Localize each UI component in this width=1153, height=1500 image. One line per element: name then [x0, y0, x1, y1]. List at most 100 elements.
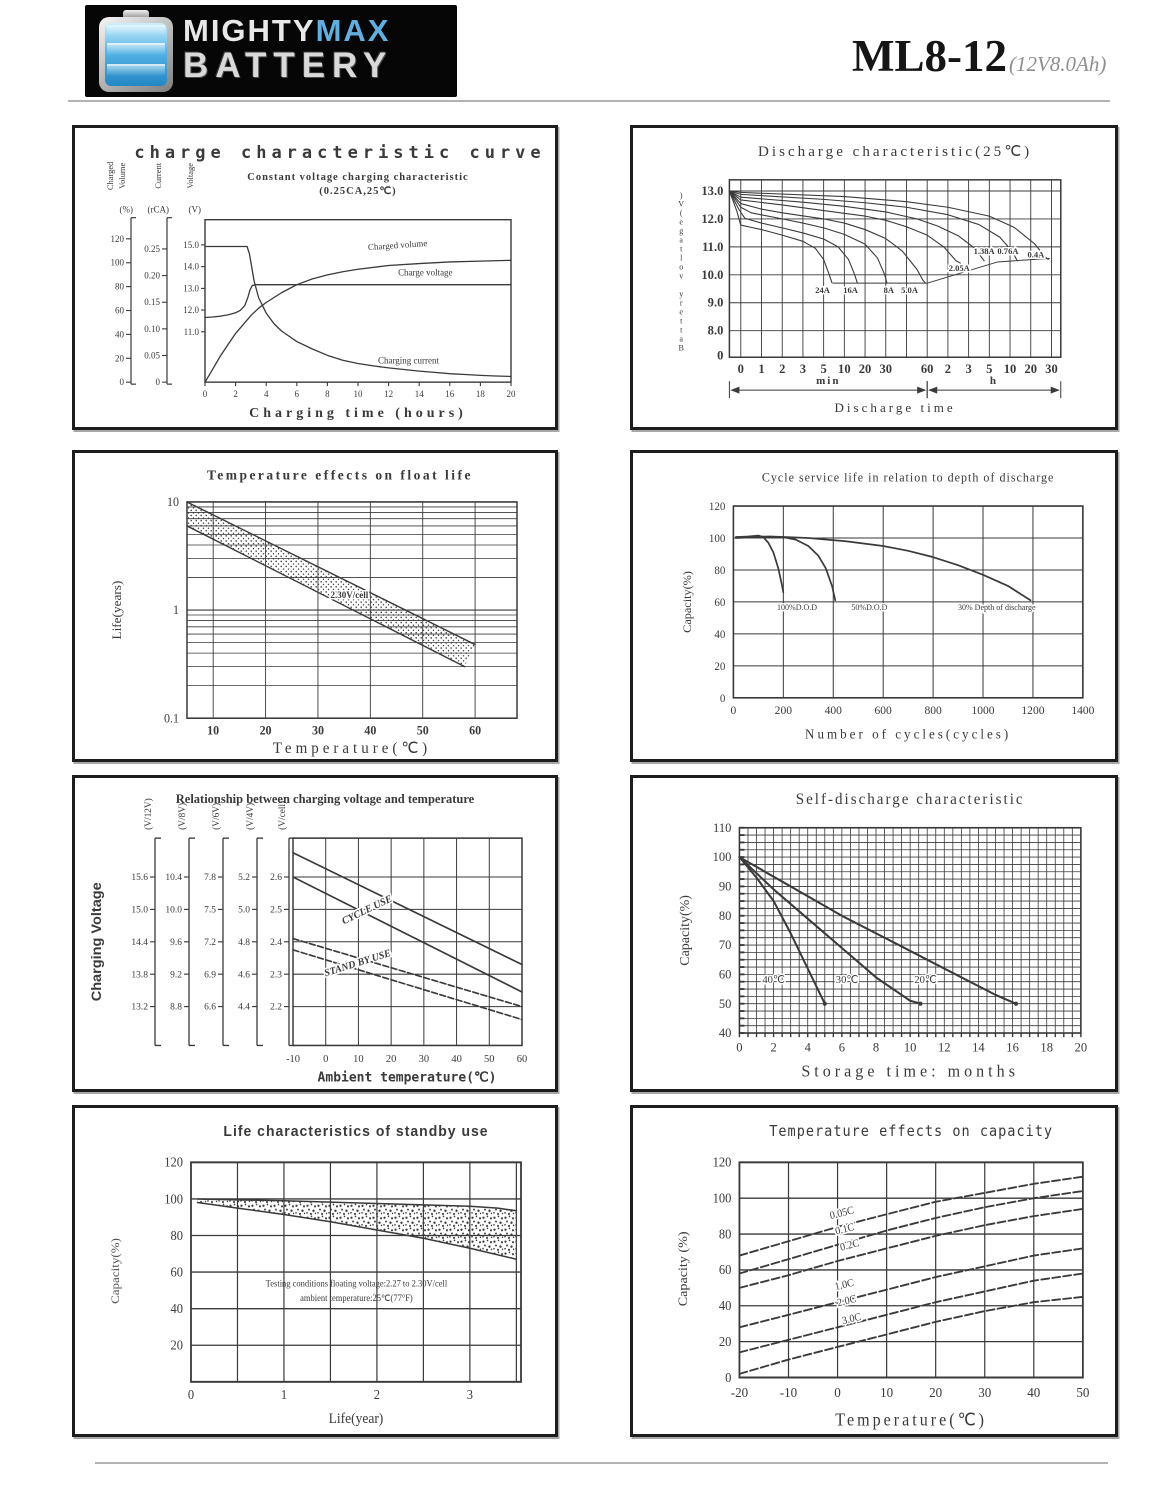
- series-8a: [728, 190, 888, 284]
- span-label: h: [990, 375, 998, 387]
- arrowhead-right: [1050, 386, 1060, 394]
- axis-tick-label: 13.0: [183, 283, 199, 293]
- series-30℃: [738, 856, 922, 1005]
- x-tick-label: 30: [879, 362, 892, 376]
- series-1.38a: [728, 190, 985, 262]
- plot-frame: [738, 1161, 1084, 1379]
- y-axis-label-char: y: [679, 289, 683, 298]
- y-axis-label-char: e: [679, 218, 683, 227]
- series-5.0a: [728, 190, 926, 284]
- series-charging-current: [204, 245, 512, 378]
- series-dod: [735, 535, 1032, 602]
- arrowhead-right: [917, 386, 927, 394]
- band-label: CYCLE USE: [340, 893, 394, 927]
- series-3.0C: [738, 1295, 1084, 1375]
- chart-box-charge-characteristic: charge characteristic curve Constant volt…: [72, 125, 558, 430]
- curve-label: 50%D.O.D: [851, 603, 887, 612]
- x-tick-label: 60: [469, 723, 481, 737]
- x-tick-label: -10: [286, 1053, 300, 1065]
- scale-tick-label: 13.8: [131, 969, 148, 980]
- axis-title: Volume: [117, 163, 127, 189]
- scale-tick-label: 6.6: [204, 1002, 216, 1013]
- chart-title: Self-discharge characteristic: [796, 791, 1025, 808]
- battery-segment: [107, 25, 165, 46]
- scale-tick-label: 2.5: [270, 904, 282, 915]
- band-lower-line: [186, 525, 466, 668]
- x-tick-label: 2: [945, 362, 951, 376]
- curve-label: 16A: [843, 285, 859, 295]
- float-life-band: [187, 501, 476, 667]
- x-tick-label: 4: [805, 1041, 812, 1055]
- standby-life-chart-svg: Life characteristics of standby use Testi…: [108, 1124, 522, 1428]
- series-16a: [728, 190, 858, 284]
- scale-tick-label: 15.0: [131, 904, 148, 915]
- curve-label: Charged volume: [368, 238, 428, 252]
- y-tick-label: 70: [719, 938, 732, 952]
- x-tick-label: 0: [736, 1041, 742, 1055]
- x-tick-label: 600: [875, 704, 892, 717]
- brand-word-max: MAX: [315, 13, 391, 48]
- x-tick-label: 2: [374, 1387, 380, 1403]
- x-tick-label: 1: [758, 362, 764, 376]
- battery-segment: [107, 65, 165, 84]
- curve-label: 0.05C: [829, 1205, 855, 1222]
- y-tick-label: 60: [171, 1264, 184, 1280]
- chart-subtitle: (0.25CA,25℃): [319, 186, 396, 197]
- scale-tick-label: 5.0: [238, 904, 250, 915]
- scale-tick-label: 13.2: [131, 1002, 148, 1013]
- y-tick-label: 20: [171, 1337, 184, 1353]
- x-tick-label: 10: [880, 1385, 893, 1401]
- x-tick-label: 10: [904, 1041, 917, 1055]
- x-tick-label: 3: [965, 362, 971, 376]
- scale-tick-label: 2.6: [270, 872, 282, 883]
- scale-tick-label: 15.6: [131, 872, 148, 883]
- y-tick-label: 0.1: [164, 711, 179, 725]
- x-axis-label: Temperature(℃): [273, 740, 431, 757]
- axis-tick-label: 0.25: [144, 244, 160, 254]
- x-tick-label: 30: [419, 1053, 429, 1065]
- y-axis-label: Capacity(%): [108, 1238, 121, 1304]
- span-label: min: [816, 375, 840, 387]
- model-number: ML8-12: [852, 31, 1007, 81]
- series-0.4a: [728, 190, 1049, 261]
- brand-logo: MIGHTYMAX BATTERY: [85, 5, 457, 97]
- y-axis-label: Capacity(%): [680, 571, 694, 633]
- y-tick-label: 60: [714, 597, 725, 609]
- axis-tick-label: 40: [115, 329, 125, 339]
- scale-header: (V/cell): [277, 801, 287, 830]
- cycle-service-life-chart-svg: Cycle service life in relation to depth …: [680, 470, 1094, 742]
- y-tick-label: 8.0: [708, 324, 724, 338]
- y-tick-label: 0: [717, 348, 723, 362]
- series-24a: [728, 190, 833, 284]
- scale-tick-label: 5.2: [238, 872, 250, 883]
- y-tick-label: 13.0: [701, 184, 723, 198]
- series-dod: [735, 534, 785, 594]
- scale-tick-label: 4.8: [238, 937, 250, 948]
- curve-label: 5.0A: [901, 285, 919, 295]
- x-tick-label: 0: [188, 1387, 195, 1403]
- arrowhead-left: [730, 386, 740, 394]
- chart-box-standby-life: Life characteristics of standby use Testi…: [72, 1105, 558, 1437]
- x-tick-label: 3: [800, 362, 806, 376]
- x-tick-label: 400: [825, 704, 842, 717]
- x-tick-label: 40: [364, 723, 376, 737]
- curve-label: 0.76A: [997, 246, 1019, 256]
- x-tick-label: 10: [354, 389, 364, 399]
- y-axis-label-char: t: [680, 325, 683, 334]
- series-endpoint: [918, 1001, 923, 1006]
- x-tick-label: 10: [353, 1053, 363, 1065]
- arrowhead-left: [928, 386, 938, 394]
- testing-conditions-note: ambient temperature:25℃(77°F): [300, 1293, 413, 1303]
- scale-tick-label: 10.4: [165, 872, 182, 883]
- band-lower-line: [196, 1201, 518, 1261]
- scale-tick-label: 2.3: [270, 969, 282, 980]
- x-tick-label: 60: [517, 1053, 527, 1065]
- axis-unit-label: (%): [120, 205, 133, 215]
- x-tick-label: 40: [451, 1053, 461, 1065]
- x-axis-label: Number of cycles(cycles): [805, 727, 1011, 742]
- y-tick-label: 0: [725, 1369, 732, 1385]
- x-tick-label: -20: [731, 1385, 749, 1401]
- x-axis-label: Life(year): [329, 1411, 384, 1428]
- x-tick-label: 1400: [1071, 704, 1094, 717]
- curve-label: 40℃: [762, 974, 784, 986]
